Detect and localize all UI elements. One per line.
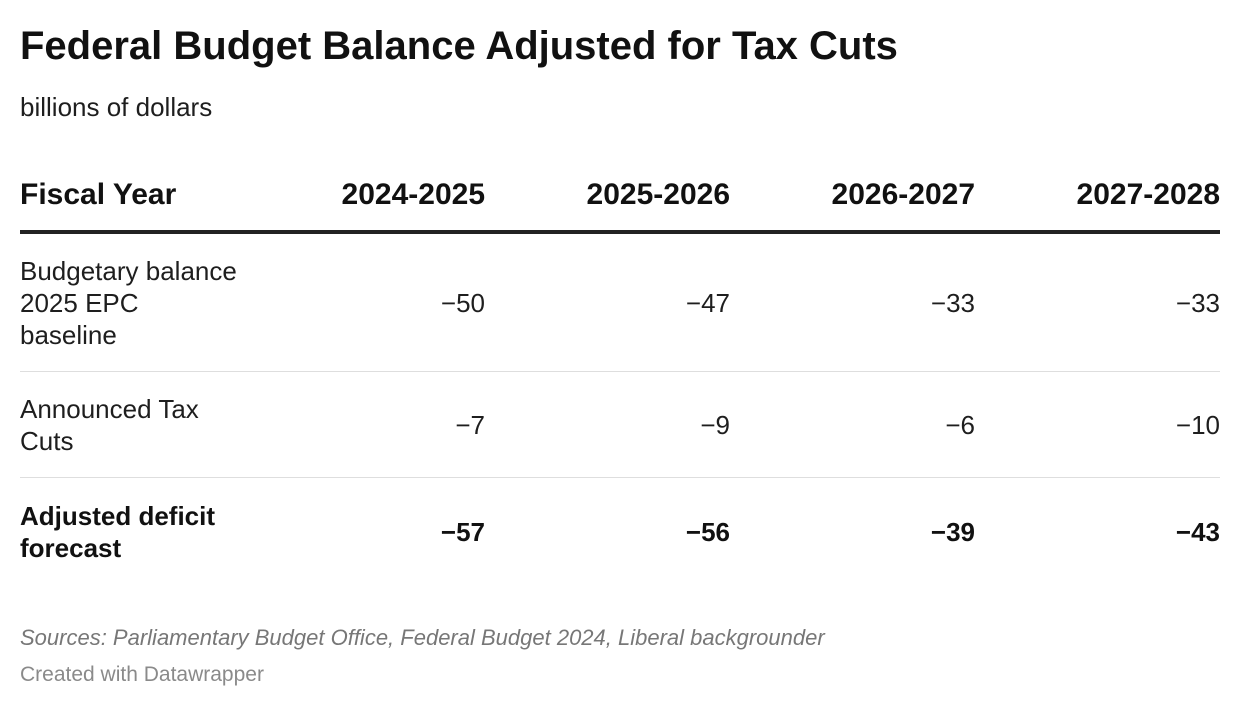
table-cell: −33 [975,232,1220,372]
table-cell: −33 [730,232,975,372]
header-2025-2026: 2025-2026 [485,160,730,234]
table-cell: −47 [485,232,730,372]
table-cell: −9 [485,371,730,478]
table-row-baseline: Budgetary balance 2025 EPC baseline −50 … [20,232,1220,372]
chart-title: Federal Budget Balance Adjusted for Tax … [20,24,898,68]
budget-table: Fiscal Year 2024-2025 2025-2026 2026-202… [20,160,1220,585]
table-cell: −10 [975,371,1220,478]
chart-subtitle: billions of dollars [20,92,213,122]
header-2024-2025: 2024-2025 [240,160,485,234]
table-cell: −7 [240,371,485,478]
table-cell: −39 [930,516,975,547]
header-2026-2027: 2026-2027 [730,160,975,234]
table-cell: −50 [240,232,485,372]
table-cell: −6 [730,371,975,478]
table-cell: −56 [685,516,730,547]
table-row-adjusted-deficit: Adjusted deficit forecast −57 −56 −39 −4… [20,478,1220,586]
table-cell: −57 [440,516,485,547]
table-cell: −43 [1175,516,1220,547]
row-label: Budgetary balance 2025 EPC baseline [20,232,240,372]
row-label: Announced Tax Cuts [20,371,240,478]
row-label: Adjusted deficit forecast [20,500,216,563]
table-header-row: Fiscal Year 2024-2025 2025-2026 2026-202… [20,160,1220,234]
header-fiscal-year: Fiscal Year [20,160,240,234]
datawrapper-credit: Created with Datawrapper [20,663,264,686]
header-2027-2028: 2027-2028 [975,160,1220,234]
table-row-tax-cuts: Announced Tax Cuts −7 −9 −6 −10 [20,371,1220,478]
source-note: Sources: Parliamentary Budget Office, Fe… [20,625,825,650]
